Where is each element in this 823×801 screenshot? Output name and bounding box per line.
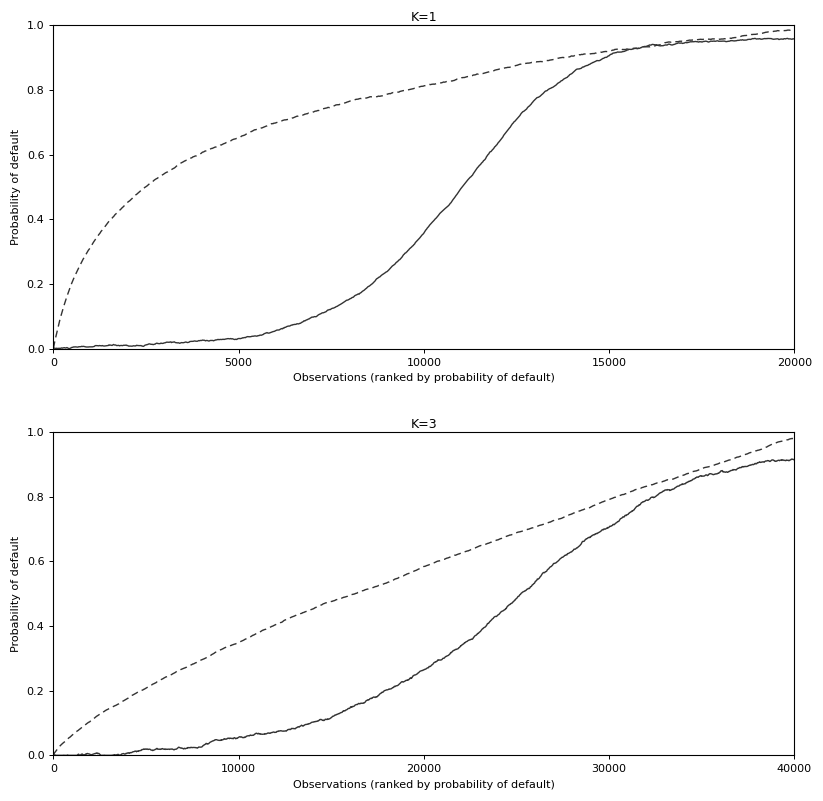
Title: K=3: K=3 [411, 418, 437, 431]
X-axis label: Observations (ranked by probability of default): Observations (ranked by probability of d… [293, 780, 555, 790]
X-axis label: Observations (ranked by probability of default): Observations (ranked by probability of d… [293, 373, 555, 383]
Title: K=1: K=1 [411, 11, 437, 24]
Y-axis label: Probability of default: Probability of default [12, 536, 21, 652]
Y-axis label: Probability of default: Probability of default [12, 129, 21, 245]
